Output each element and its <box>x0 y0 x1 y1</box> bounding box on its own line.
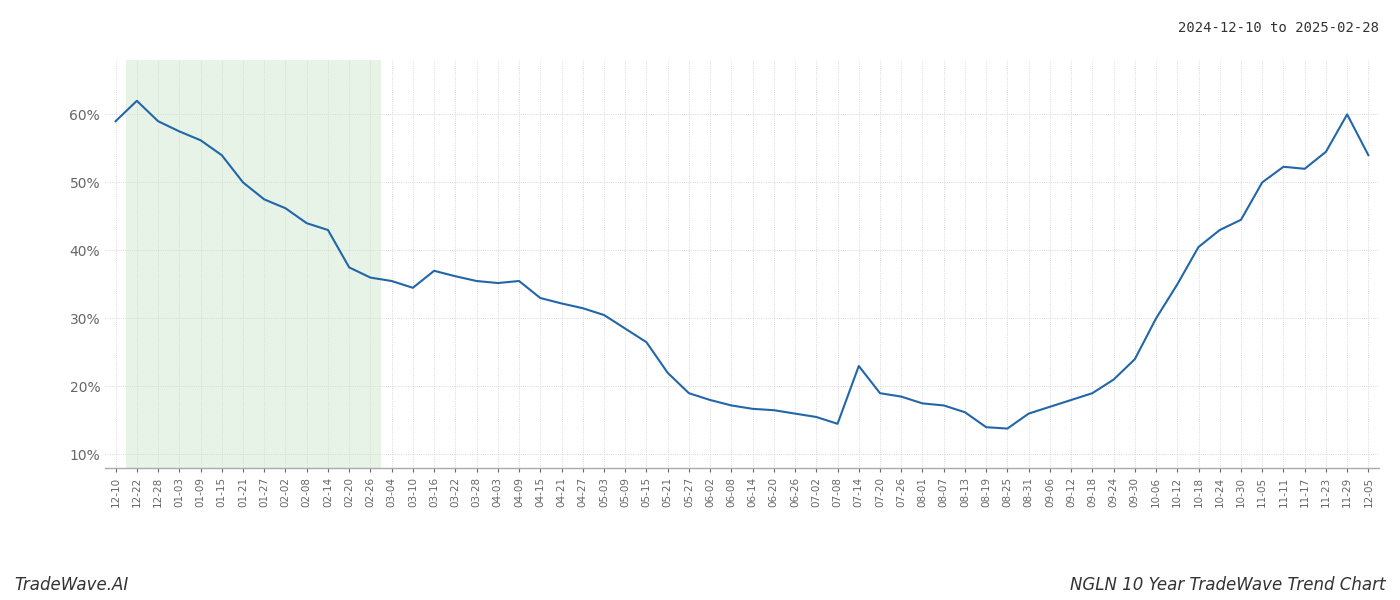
Bar <box>126 60 381 468</box>
Text: NGLN 10 Year TradeWave Trend Chart: NGLN 10 Year TradeWave Trend Chart <box>1071 576 1386 594</box>
Text: TradeWave.AI: TradeWave.AI <box>14 576 129 594</box>
Text: 2024-12-10 to 2025-02-28: 2024-12-10 to 2025-02-28 <box>1177 21 1379 35</box>
